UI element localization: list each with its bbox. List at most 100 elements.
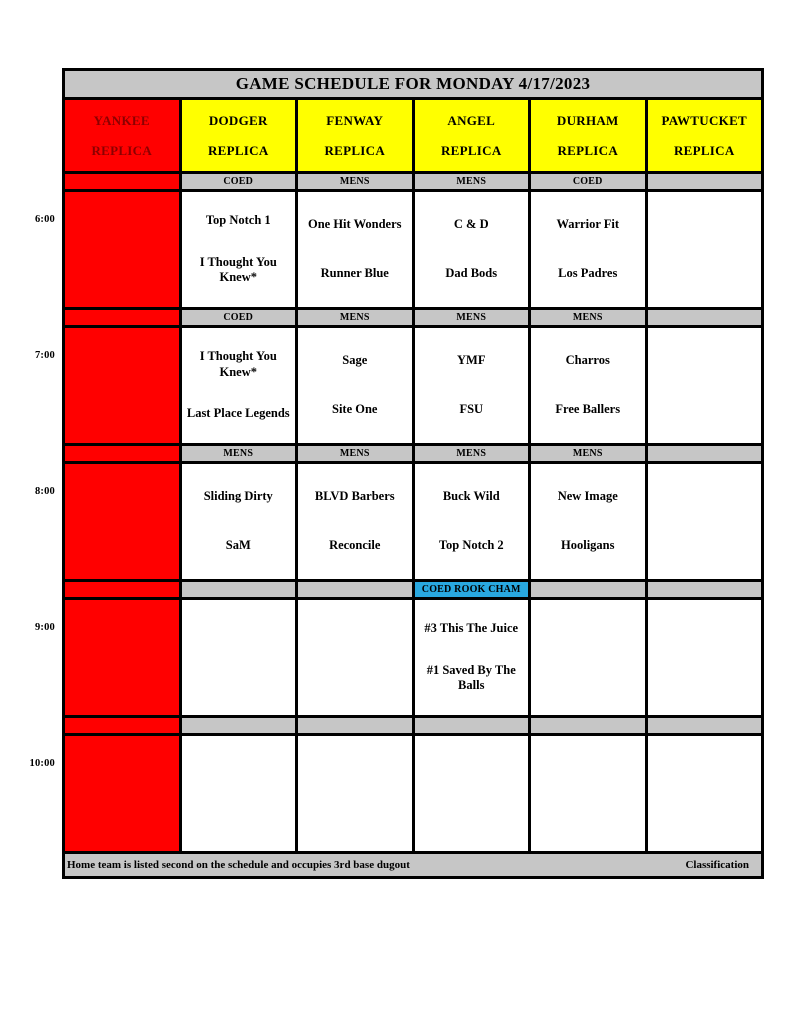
time-label: 6:00 [34,214,55,225]
game-cell [647,464,761,579]
category-cell [414,718,528,733]
category-label: MENS [339,176,370,187]
time-label: 9:00 [34,622,55,633]
category-cell [65,174,179,189]
team-name: Charros [565,352,610,367]
team-name: Los Padres [558,266,618,281]
category-cell: MENS [414,310,528,325]
field-name: ANGEL [447,112,496,128]
game-cell [647,600,761,715]
field-replica-label: REPLICA [557,142,619,158]
category-label: COED [223,176,254,187]
game-cell: I Thought You Knew* Last Place Legends [181,328,295,443]
category-cell: COED [181,310,295,325]
category-cell: COED [181,174,295,189]
team-name: Site One [332,402,378,417]
category-label: MENS [456,176,487,187]
category-label: MENS [223,448,254,459]
category-cell: MENS [181,446,295,461]
category-cell [531,718,645,733]
team-name: #3 This The Juice [424,621,519,636]
team-name: FSU [459,402,484,417]
team-name: New Image [557,488,618,503]
category-cell: MENS [414,446,528,461]
team-name: I Thought You Knew* [199,254,277,285]
category-label: COED [223,312,254,323]
team-name: Hooligans [561,538,615,553]
field-header-angel: ANGEL REPLICA [414,100,528,171]
field-name: PAWTUCKET [661,112,748,128]
field-replica-label: REPLICA [207,142,269,158]
team-name: One Hit Wonders [307,216,402,231]
team-name: Free Ballers [555,402,621,417]
field-name: DURHAM [556,112,619,128]
category-label: COED ROOK CHAM [421,584,521,595]
team-name: Runner Blue [320,266,389,281]
blocked-field-cell [65,328,179,443]
category-cell: MENS [414,174,528,189]
field-name: YANKEE [93,112,150,128]
team-name: Top Notch 1 [205,213,271,228]
classification-label: Classification [685,859,749,871]
field-header-dodger: DODGER REPLICA [181,100,295,171]
game-cell [647,328,761,443]
team-name: Reconcile [329,538,381,553]
schedule-page: 6:00 7:00 8:00 9:00 10:00 GAME SCHEDULE FOR … [0,68,764,879]
category-cell: MENS [298,446,412,461]
team-name: SaM [225,538,251,553]
category-cell [298,718,412,733]
category-label: MENS [339,448,370,459]
field-header-pawtucket: PAWTUCKET REPLICA [647,100,761,171]
game-cell: C & D Dad Bods [414,192,528,307]
category-cell [647,310,761,325]
schedule-table: GAME SCHEDULE FOR MONDAY 4/17/2023 YANKE… [62,68,764,879]
category-cell [647,718,761,733]
game-cell: #3 This The Juice #1 Saved By The Balls [414,600,528,715]
category-cell: COED [531,174,645,189]
field-replica-label: REPLICA [324,142,386,158]
category-cell [647,174,761,189]
team-name: C & D [453,216,489,231]
field-header-fenway: FENWAY REPLICA [298,100,412,171]
time-label: 8:00 [34,486,55,497]
category-cell [65,310,179,325]
game-cell: Warrior Fit Los Padres [531,192,645,307]
game-cell [298,600,412,715]
category-cell [65,446,179,461]
time-label: 7:00 [34,350,55,361]
category-label: MENS [456,312,487,323]
team-name: Warrior Fit [556,216,620,231]
team-name: I Thought You Knew* [199,349,277,379]
game-cell [298,736,412,851]
blocked-field-cell [65,464,179,579]
category-cell [647,582,761,597]
category-cell [65,582,179,597]
category-label: MENS [456,448,487,459]
team-name: Sage [342,352,368,367]
blocked-field-cell [65,192,179,307]
blocked-field-cell [65,600,179,715]
game-cell [531,736,645,851]
category-cell [181,718,295,733]
category-label: COED [572,176,603,187]
blocked-field-cell [65,736,179,851]
time-gutter: 6:00 7:00 8:00 9:00 10:00 [0,68,62,876]
category-cell: MENS [298,310,412,325]
game-cell: BLVD Barbers Reconcile [298,464,412,579]
team-name: Top Notch 2 [438,538,504,553]
field-replica-label: REPLICA [91,142,153,158]
schedule-title: GAME SCHEDULE FOR MONDAY 4/17/2023 [65,71,761,97]
team-name: YMF [457,352,486,367]
time-label: 10:00 [29,758,55,769]
team-name: Last Place Legends [186,406,290,421]
game-cell: Charros Free Ballers [531,328,645,443]
field-replica-label: REPLICA [673,142,735,158]
category-label: MENS [572,448,603,459]
footer-note: Home team is listed second on the schedu… [67,859,410,871]
game-cell: Sliding Dirty SaM [181,464,295,579]
category-cell: MENS [298,174,412,189]
category-cell [531,582,645,597]
game-cell [531,600,645,715]
team-name: Sliding Dirty [203,488,273,503]
category-cell: MENS [531,310,645,325]
